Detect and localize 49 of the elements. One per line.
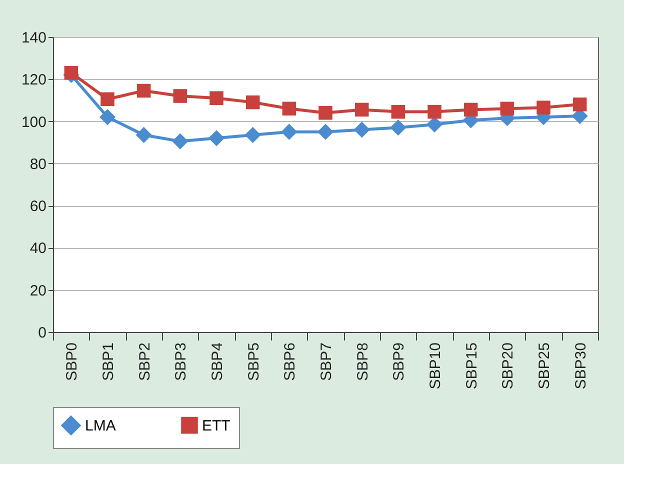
point bbox=[136, 84, 151, 98]
point bbox=[244, 126, 261, 144]
x-tick-label: SBP7 bbox=[318, 342, 335, 381]
x-tick-label: SBP15 bbox=[463, 342, 480, 390]
x-tick-label: SBP2 bbox=[136, 342, 154, 381]
y-tick-label: 140 bbox=[21, 30, 46, 46]
x-tick-label: SBP10 bbox=[427, 342, 444, 390]
point bbox=[354, 102, 369, 117]
x-tick-label: SBP4 bbox=[209, 342, 226, 381]
point bbox=[210, 91, 224, 105]
y-tick-label: 0 bbox=[38, 324, 46, 342]
y-tick-label: 120 bbox=[21, 72, 46, 89]
x-tick-label: SBP0 bbox=[64, 342, 81, 381]
x-tick-label: SBP25 bbox=[536, 342, 553, 390]
point bbox=[173, 89, 188, 103]
y-tick-label: 40 bbox=[30, 240, 46, 258]
point bbox=[391, 104, 406, 119]
point bbox=[64, 66, 78, 80]
y-tick-label: 20 bbox=[30, 282, 46, 300]
point bbox=[100, 92, 114, 106]
x-tick-label: SBP9 bbox=[390, 342, 408, 381]
point bbox=[536, 100, 550, 114]
point bbox=[246, 95, 260, 110]
point bbox=[572, 98, 587, 112]
x-tick-label: SBP3 bbox=[172, 342, 190, 381]
y-tick-label: 100 bbox=[21, 114, 46, 131]
x-tick-label: SBP8 bbox=[354, 342, 372, 381]
legend-label: LMA bbox=[85, 417, 116, 434]
point bbox=[208, 130, 225, 146]
x-tick-label: SBP1 bbox=[100, 342, 117, 381]
point bbox=[99, 109, 116, 126]
point bbox=[317, 124, 334, 140]
point bbox=[428, 104, 442, 119]
point bbox=[354, 122, 370, 138]
x-tick-label: SBP20 bbox=[500, 342, 517, 390]
point bbox=[464, 102, 478, 117]
x-tick-label: SBP5 bbox=[245, 342, 262, 381]
point bbox=[172, 133, 188, 150]
legend-label: ETT bbox=[202, 417, 230, 434]
point bbox=[500, 102, 514, 116]
point bbox=[136, 126, 152, 144]
point bbox=[318, 106, 332, 120]
x-tick-label: SBP6 bbox=[282, 342, 299, 381]
x-tick-label: SBP30 bbox=[572, 342, 590, 390]
point bbox=[281, 124, 298, 140]
y-tick-label: 80 bbox=[30, 156, 46, 173]
point bbox=[282, 102, 296, 116]
point bbox=[390, 120, 406, 136]
y-tick-label: 60 bbox=[30, 198, 46, 216]
